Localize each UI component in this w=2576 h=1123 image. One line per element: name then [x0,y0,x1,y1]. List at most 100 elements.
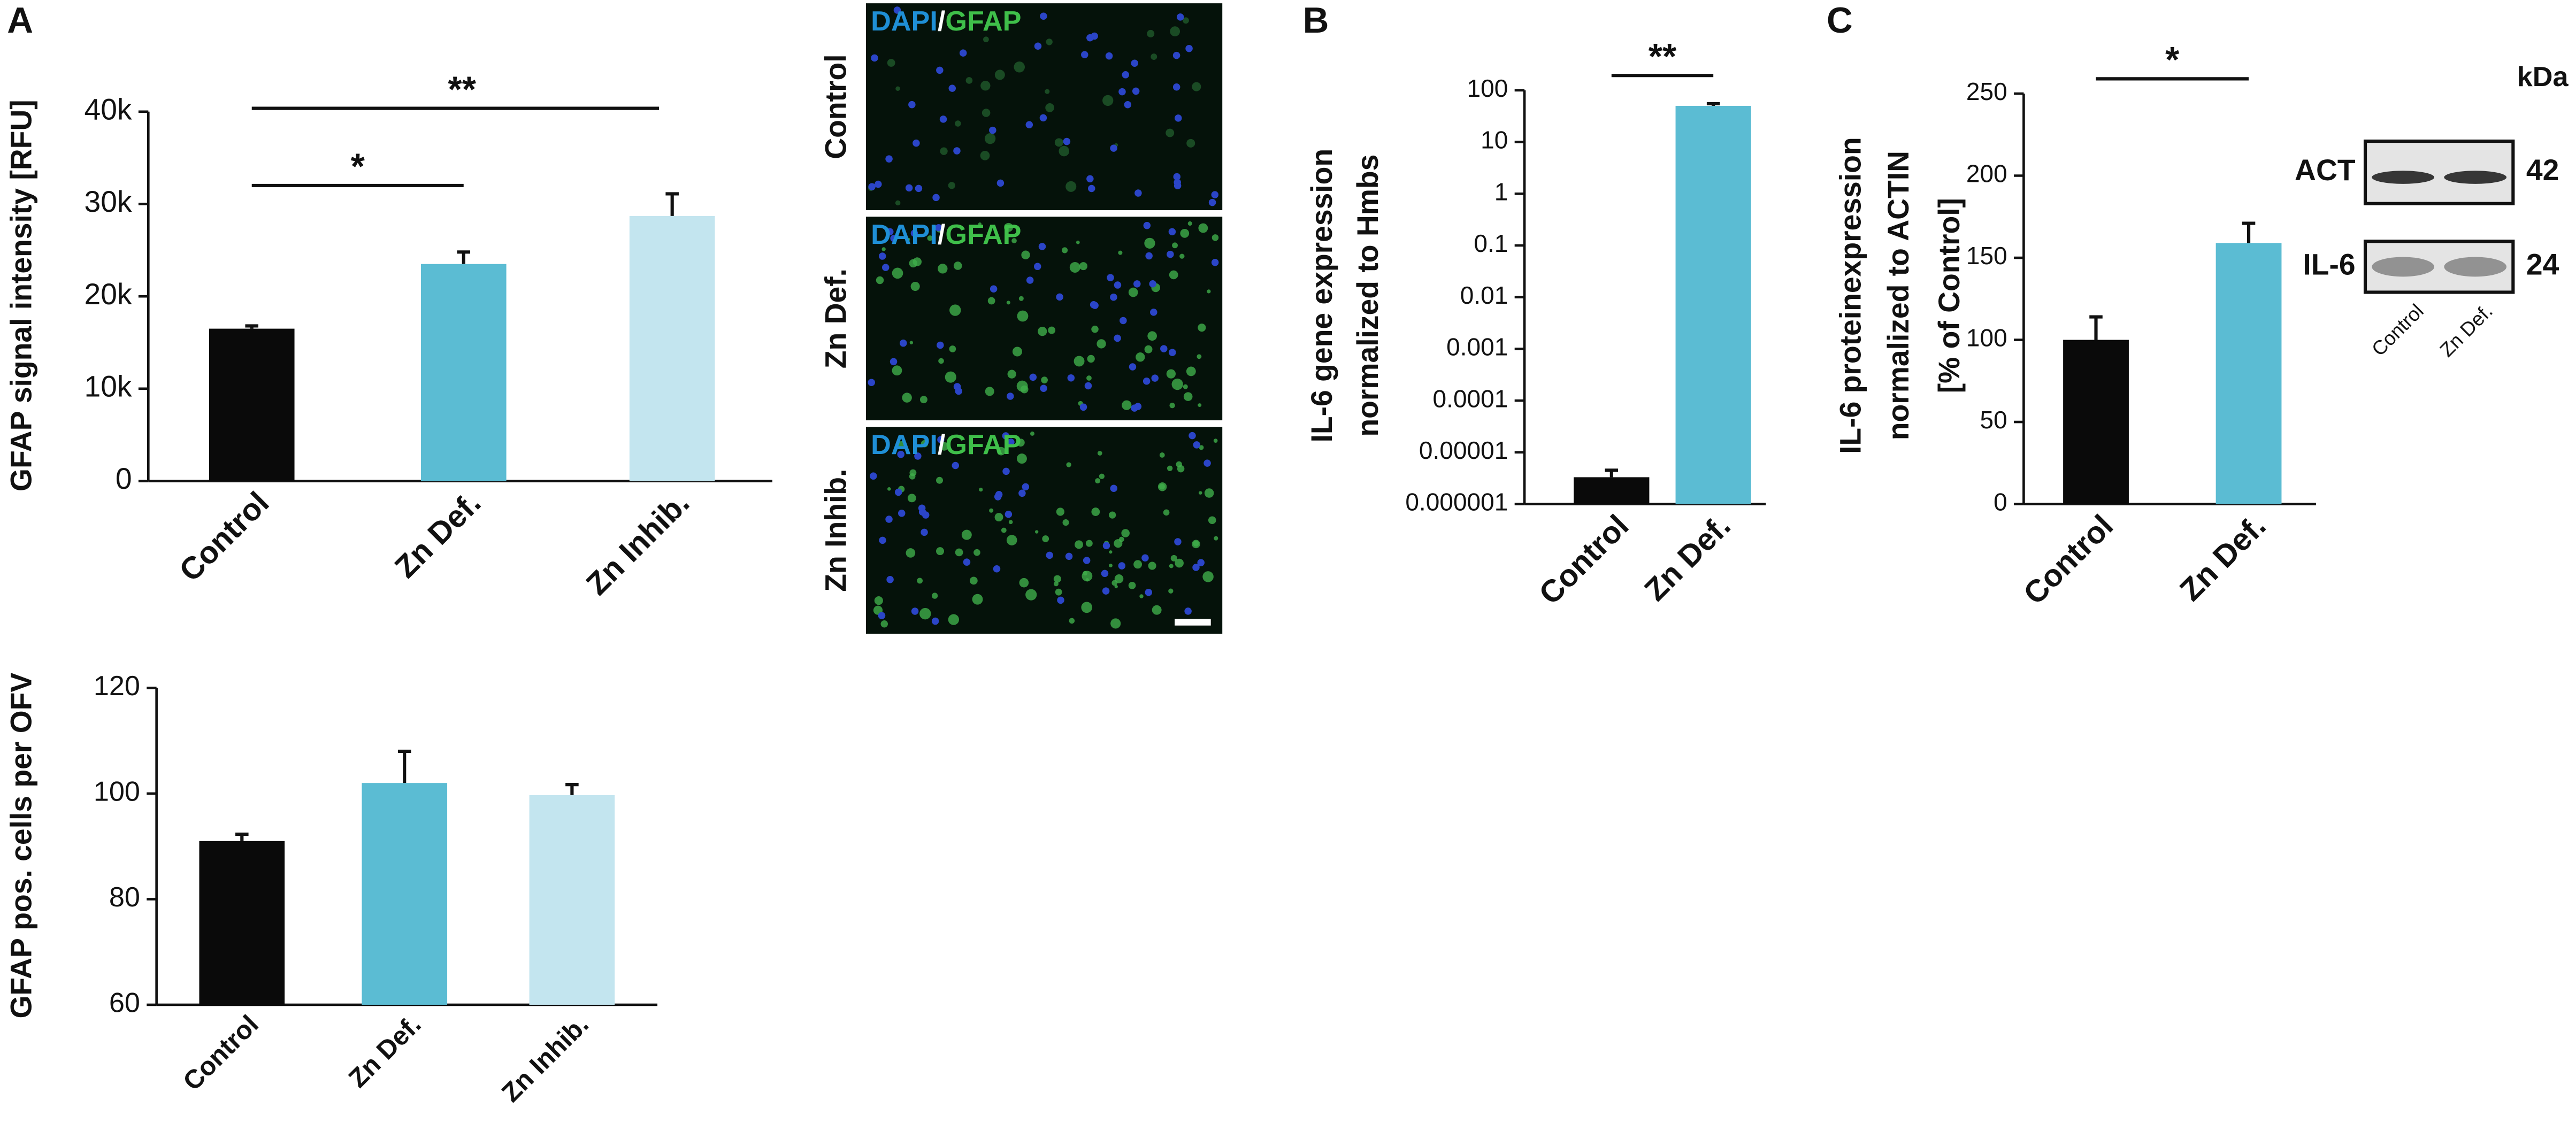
band-size: 42 [2526,153,2559,187]
y-tick-label: 150 [1966,242,2007,270]
bar [209,328,295,481]
y-tick-label: 10k [85,370,132,403]
gfap-signal [898,441,906,449]
gfap-signal [895,86,900,91]
gfap-signal [1168,588,1174,594]
gfap-signal [978,222,982,226]
dapi-nucleus [1184,607,1192,615]
gfap-signal [907,237,910,241]
gfap-signal [1091,325,1099,333]
dapi-nucleus [1029,373,1037,381]
dapi-nucleus [1090,301,1098,309]
x-tick-label: Zn Def. [388,485,488,584]
gfap-signal [906,548,916,558]
gfap-signal [1212,234,1219,241]
dapi-nucleus [1131,404,1138,412]
lane-label: Control [2367,300,2428,360]
gfap-signal [1021,250,1030,259]
y-tick-label: 100 [1467,74,1508,102]
dapi-nucleus [911,607,919,615]
dapi-nucleus [1174,182,1182,190]
dapi-nucleus [1110,484,1117,493]
gfap-signal [1177,465,1185,473]
x-tick-label: Zn Def. [1638,508,1737,607]
gfap-signal [1074,356,1085,367]
gfap-signal [1109,511,1116,519]
gfap-signal [1110,618,1121,629]
band [2444,171,2507,184]
dapi-nucleus [1193,441,1201,449]
gfap-signal [1016,439,1025,447]
gfap-signal [1081,602,1093,613]
dapi-nucleus [905,184,913,192]
gfap-signal [1102,95,1114,106]
dapi-nucleus [875,180,882,188]
y-tick-label: 0.0001 [1433,384,1508,412]
dapi-nucleus [878,612,886,619]
x-tick-label: Control [1532,508,1636,611]
gfap-signal [1197,354,1202,359]
gfap-signal [1109,564,1113,567]
gfap-signal [955,548,963,557]
dapi-nucleus [899,339,907,347]
dapi-nucleus [897,450,904,458]
dapi-nucleus [993,565,1001,573]
gfap-signal [1208,516,1216,525]
dapi-nucleus [878,252,886,260]
y-axis-label: [% of Control] [1933,198,1966,393]
stain-name: / [938,429,945,460]
gfap-signal [989,508,994,513]
dapi-nucleus [952,461,960,470]
gfap-signal [1139,594,1144,598]
dapi-nucleus [948,84,956,92]
dapi-nucleus [1033,263,1041,271]
gfap-signal [1048,326,1056,334]
gfap-signal [1198,491,1202,495]
gfap-signal [1204,488,1214,498]
gfap-signal [1016,453,1027,464]
gfap-signal [1007,370,1016,379]
dapi-nucleus [1169,349,1176,356]
dapi-nucleus [1026,276,1034,284]
gfap-signal [973,549,980,556]
gfap-signal [1004,222,1013,232]
dapi-nucleus [1185,44,1193,52]
gfap-signal [1059,145,1070,157]
dapi-nucleus [1039,114,1047,122]
y-tick-label: 250 [1966,78,2007,105]
dapi-nucleus [1118,562,1126,570]
gfap-signal [961,529,972,540]
gfap-signal [895,200,901,206]
gfap-signal [1056,507,1064,516]
gfap-signal [936,476,943,484]
dapi-nucleus [1131,59,1138,67]
dapi-nucleus [918,508,926,516]
gfap-signal [1128,581,1136,589]
stain-name: / [938,6,945,37]
dapi-nucleus [885,516,893,523]
dapi-nucleus [1122,71,1129,79]
y-tick-label: 0.000001 [1405,488,1508,516]
x-tick-label: Control [178,1010,264,1096]
gfap-signal [902,393,912,403]
gfap-signal [955,120,961,127]
gfap-signal [1199,445,1204,450]
dapi-nucleus [1101,570,1109,578]
dapi-nucleus [1056,293,1063,301]
dapi-nucleus [1022,483,1030,491]
dapi-nucleus [959,49,967,57]
gfap-signal [1147,29,1155,37]
dapi-nucleus [1120,317,1127,325]
gfap-signal [887,487,891,491]
dapi-nucleus [1083,557,1091,564]
y-axis-label: GFAP signal intensity [RFU] [5,99,38,491]
gfap-signal [1099,473,1105,479]
panel-label: B [1303,1,1329,41]
dapi-nucleus [898,510,906,517]
gfap-signal [1175,558,1184,568]
dapi-nucleus [1208,198,1216,206]
x-tick-label: Control [2017,508,2120,611]
gfap-signal [1006,301,1010,305]
dapi-nucleus [1007,393,1014,400]
x-tick-label: Zn Def. [2173,508,2273,607]
